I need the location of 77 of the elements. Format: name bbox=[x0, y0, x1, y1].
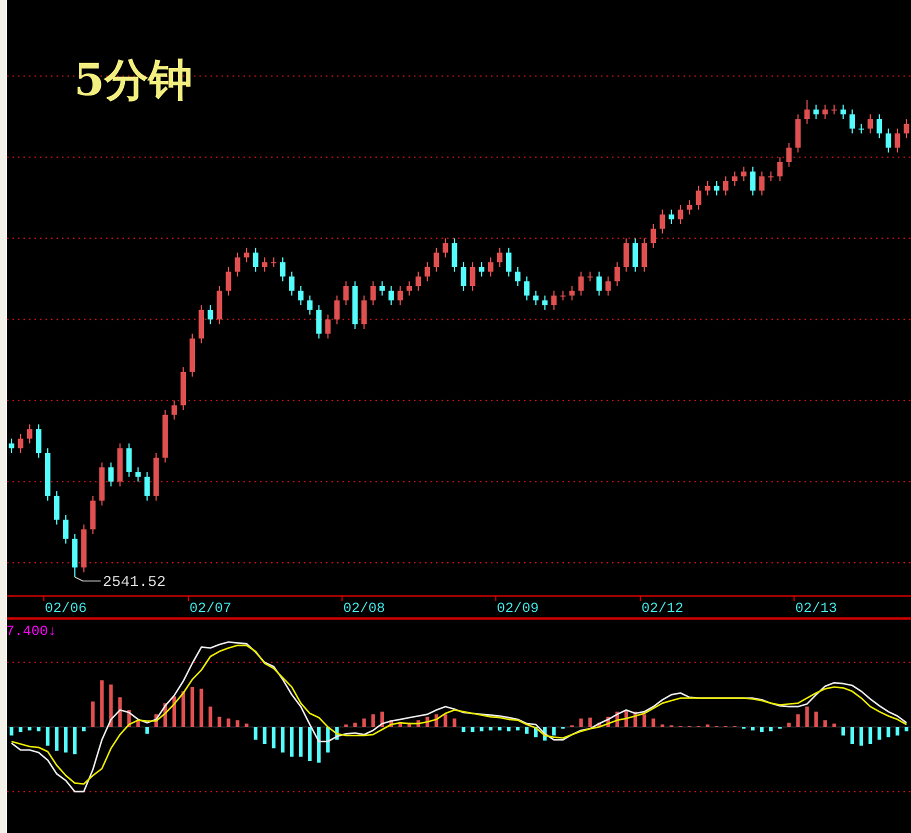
bar bbox=[109, 684, 113, 727]
bar bbox=[298, 727, 303, 757]
bar bbox=[181, 691, 186, 727]
bar bbox=[353, 722, 357, 727]
bar bbox=[524, 727, 529, 734]
bar bbox=[850, 727, 854, 744]
bar bbox=[145, 727, 149, 734]
bar bbox=[904, 727, 908, 732]
bar bbox=[18, 727, 22, 732]
bar bbox=[706, 724, 710, 727]
bar bbox=[280, 727, 285, 752]
bar bbox=[452, 718, 456, 727]
x-tick-label: 02/07 bbox=[189, 601, 232, 617]
bar bbox=[823, 720, 827, 727]
bar bbox=[218, 716, 222, 727]
bar bbox=[470, 727, 474, 732]
bar bbox=[290, 727, 294, 757]
bar bbox=[262, 727, 266, 744]
bar bbox=[272, 727, 276, 748]
x-tick-label: 02/08 bbox=[343, 601, 386, 617]
bar bbox=[82, 727, 86, 732]
bar bbox=[579, 718, 583, 727]
bar bbox=[750, 727, 755, 730]
bar bbox=[236, 720, 240, 727]
bar bbox=[208, 706, 212, 727]
bar bbox=[362, 718, 366, 727]
annotation: 2541.52 bbox=[102, 574, 166, 591]
bar bbox=[100, 680, 104, 727]
bar bbox=[832, 724, 836, 727]
bar bbox=[805, 706, 809, 727]
bar bbox=[588, 718, 592, 727]
bar bbox=[200, 688, 204, 727]
bar bbox=[54, 727, 59, 751]
bar bbox=[254, 727, 258, 740]
bar bbox=[796, 714, 800, 727]
annotation: 2541.52 bbox=[74, 574, 166, 591]
bar bbox=[868, 727, 872, 744]
bar bbox=[462, 727, 466, 732]
bar bbox=[28, 727, 32, 730]
bar bbox=[552, 727, 556, 736]
bar bbox=[660, 724, 664, 727]
bar bbox=[878, 727, 882, 740]
x-tick-label: 02/09 bbox=[496, 601, 539, 617]
bar bbox=[118, 697, 122, 727]
text: 7.400↓ bbox=[6, 624, 56, 640]
bar bbox=[652, 718, 656, 727]
bar bbox=[10, 727, 14, 736]
bar bbox=[642, 714, 646, 727]
bar bbox=[769, 727, 773, 732]
bar bbox=[308, 727, 312, 761]
bar bbox=[886, 727, 890, 738]
bar bbox=[787, 722, 791, 727]
bar bbox=[814, 712, 818, 727]
bar bbox=[226, 718, 230, 727]
bar bbox=[760, 727, 764, 732]
x-tick-label: 02/06 bbox=[44, 601, 87, 617]
bar bbox=[488, 727, 492, 730]
bar bbox=[244, 724, 248, 727]
bar bbox=[190, 687, 194, 727]
bar bbox=[344, 724, 348, 727]
bar bbox=[91, 702, 95, 727]
bar bbox=[64, 727, 68, 752]
chart-title: 5分钟 bbox=[74, 55, 193, 106]
bar bbox=[516, 727, 520, 730]
x-tick-label: 02/13 bbox=[795, 601, 838, 617]
bar bbox=[506, 727, 511, 732]
bar bbox=[480, 727, 484, 732]
bar bbox=[444, 714, 448, 727]
bar bbox=[36, 727, 40, 732]
bar bbox=[841, 727, 846, 736]
bar bbox=[371, 714, 375, 727]
bar bbox=[46, 727, 50, 746]
x-tick-label: 02/12 bbox=[641, 601, 684, 617]
bar bbox=[896, 727, 900, 736]
bar bbox=[859, 727, 864, 746]
bar bbox=[72, 727, 77, 754]
bar bbox=[498, 727, 502, 730]
